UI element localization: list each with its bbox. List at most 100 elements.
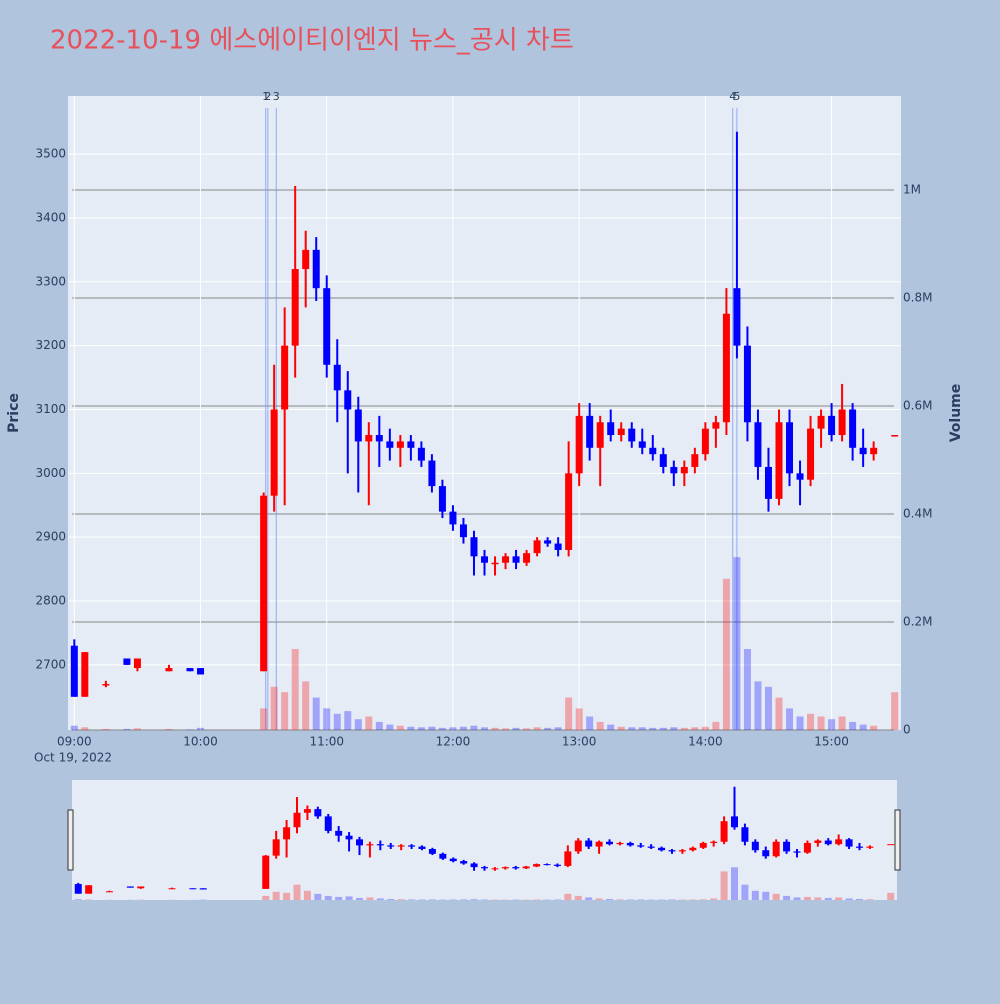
mini-volume-bar [366, 897, 373, 900]
volume-bar [828, 719, 835, 730]
range-handle[interactable] [68, 810, 73, 870]
candle-body [660, 454, 667, 467]
candle-body [292, 269, 299, 346]
mini-candle-body [616, 843, 623, 844]
candle-body [418, 448, 425, 461]
mini-candle-body [866, 847, 873, 848]
mini-volume-bar [773, 894, 780, 900]
volume-bar [365, 716, 372, 730]
range-slider[interactable] [72, 780, 897, 900]
candle-body [691, 454, 698, 467]
mini-volume-bar [794, 897, 801, 900]
mini-candle-body [502, 867, 509, 868]
candle-body [407, 441, 414, 447]
candle-body [565, 473, 572, 550]
mini-volume-bar [866, 899, 873, 900]
volume-bar [376, 722, 383, 730]
candle-body [775, 422, 782, 499]
mini-candle-body [491, 868, 498, 869]
candle-body [870, 448, 877, 454]
x-tick-label: 10:00 [183, 735, 218, 749]
mini-volume-bar [616, 899, 623, 900]
candle-body [428, 461, 435, 487]
mini-candle-body [825, 841, 832, 845]
mini-candle-body [127, 886, 134, 887]
candle-body [618, 429, 625, 435]
volume-bar [513, 728, 520, 730]
mini-candle-body [408, 845, 415, 846]
candle-body [628, 429, 635, 442]
candle-body [607, 422, 614, 435]
x-tick-label: 15:00 [814, 735, 849, 749]
mini-candle-body [596, 842, 603, 847]
volume-bar [281, 692, 288, 730]
mini-candle-body [887, 844, 894, 845]
mini-candle-body [523, 867, 530, 869]
range-handle[interactable] [895, 810, 900, 870]
mini-candle-body [710, 842, 717, 843]
mini-candle-body [731, 816, 738, 827]
mini-candle-body [658, 848, 665, 850]
volume-bar [807, 714, 814, 730]
mini-volume-bar [783, 896, 790, 900]
candle-body [165, 668, 172, 671]
volume-bar [334, 714, 341, 730]
candle-body [134, 658, 141, 668]
candle-body [681, 467, 688, 473]
x-tick-label: 09:00 [57, 735, 92, 749]
mini-volume-bar [377, 898, 384, 900]
mini-volume-bar [335, 897, 342, 900]
volume-bar [797, 716, 804, 730]
volume-bar [313, 698, 320, 730]
mini-candle-body [585, 841, 592, 847]
volume-bar [733, 557, 740, 730]
mini-volume-bar [887, 893, 894, 900]
mini-volume-bar [804, 897, 811, 900]
volume-bar [123, 729, 130, 730]
candle-body [712, 422, 719, 428]
mini-candle-body [398, 845, 405, 846]
volume-bar [723, 579, 730, 730]
mini-volume-bar [585, 897, 592, 900]
volume-bar [586, 716, 593, 730]
mini-volume-bar [325, 896, 332, 900]
mini-candle-body [835, 839, 842, 844]
plot-area [68, 96, 901, 730]
y2-tick-label: 0.2M [903, 614, 932, 628]
volume-bar [681, 728, 688, 730]
mini-candle-body [564, 851, 571, 866]
candle-body [302, 250, 309, 269]
mini-candle-body [689, 848, 696, 850]
mini-volume-bar [564, 894, 571, 900]
volume-bar [870, 726, 877, 730]
mini-candle-body [419, 847, 426, 849]
mini-candle-body [721, 821, 728, 842]
mini-volume-bar [710, 898, 717, 900]
y2-axis-title: Volume [948, 384, 964, 443]
candle-body [355, 409, 362, 441]
candle-body [281, 346, 288, 410]
candle-body [470, 537, 477, 556]
candle-body [828, 416, 835, 435]
volume-bar [407, 727, 414, 730]
candle-body [754, 422, 761, 467]
mini-volume-bar [835, 897, 842, 900]
mini-volume-bar [731, 867, 738, 900]
mini-candle-body [627, 843, 634, 845]
volume-bar [765, 687, 772, 730]
mini-candle-body [700, 843, 707, 848]
mini-volume-bar [814, 897, 821, 900]
volume-bar [470, 726, 477, 730]
volume-bar [460, 727, 467, 730]
mini-candle-body [783, 842, 790, 852]
mini-volume-bar [429, 899, 436, 900]
mini-candle-body [575, 841, 582, 852]
mini-volume-bar [283, 893, 290, 900]
candle-body [597, 422, 604, 448]
mini-volume-bar [471, 899, 478, 900]
candle-body [733, 288, 740, 345]
mini-volume-bar [294, 885, 301, 900]
mini-candle-body [846, 839, 853, 846]
y-tick-label: 3000 [35, 466, 66, 480]
candle-body [534, 540, 541, 553]
